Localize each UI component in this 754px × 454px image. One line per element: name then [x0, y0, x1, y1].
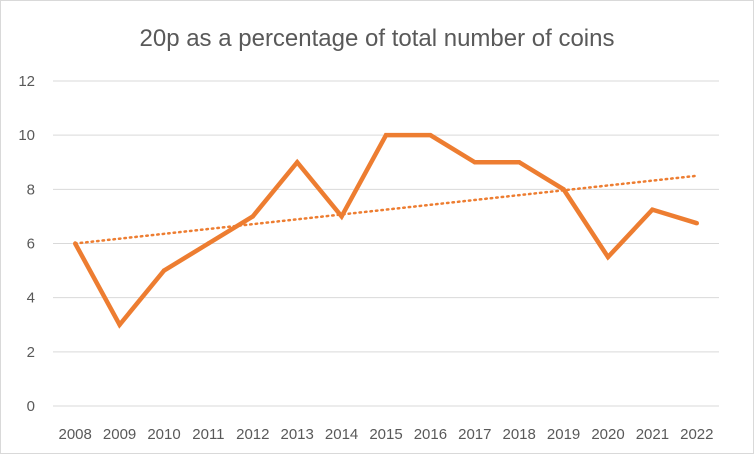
- data-point-2016: [428, 132, 433, 138]
- y-tick-label: 2: [27, 344, 35, 361]
- x-tick-label: 2010: [147, 426, 180, 443]
- data-point-2017: [472, 160, 477, 165]
- data-point-2020: [605, 254, 611, 260]
- x-tick-label: 2016: [414, 426, 447, 443]
- y-tick-label: 10: [18, 127, 35, 144]
- series-line-0: [73, 132, 698, 329]
- data-point-2021: [650, 207, 655, 212]
- data-point-2008: [73, 241, 78, 246]
- y-tick-label: 0: [27, 398, 35, 415]
- trendline: [73, 174, 699, 245]
- y-tick-label: 4: [27, 290, 35, 307]
- data-point-2022: [694, 220, 699, 226]
- x-tick-label: 2015: [369, 426, 402, 443]
- y-tick-label: 12: [18, 73, 35, 90]
- data-point-2009: [117, 322, 122, 327]
- data-point-2010: [161, 268, 167, 273]
- data-point-2018: [517, 160, 522, 165]
- x-tick-label: 2022: [680, 426, 713, 443]
- x-tick-label: 2017: [458, 426, 491, 443]
- x-tick-label: 2021: [636, 426, 669, 443]
- y-tick-label: 6: [27, 236, 35, 253]
- data-point-2015: [383, 132, 389, 138]
- x-tick-label: 2013: [281, 426, 314, 443]
- x-tick-label: 2012: [236, 426, 269, 443]
- data-point-2014: [339, 214, 344, 219]
- data-point-2011: [206, 241, 211, 246]
- x-tick-label: 2009: [103, 426, 136, 443]
- data-point-2013: [295, 160, 300, 165]
- x-tick-label: 2020: [591, 426, 624, 443]
- y-tick-label: 8: [27, 181, 35, 198]
- chart-title: 20p as a percentage of total number of c…: [139, 25, 615, 52]
- x-tick-label: 2019: [547, 426, 580, 443]
- x-tick-label: 2014: [325, 426, 358, 443]
- x-tick-label: 2011: [192, 426, 224, 443]
- data-point-2019: [561, 187, 566, 192]
- x-tick-label: 2018: [503, 426, 536, 443]
- x-tick-label: 2008: [59, 426, 92, 443]
- data-point-2012: [250, 214, 255, 219]
